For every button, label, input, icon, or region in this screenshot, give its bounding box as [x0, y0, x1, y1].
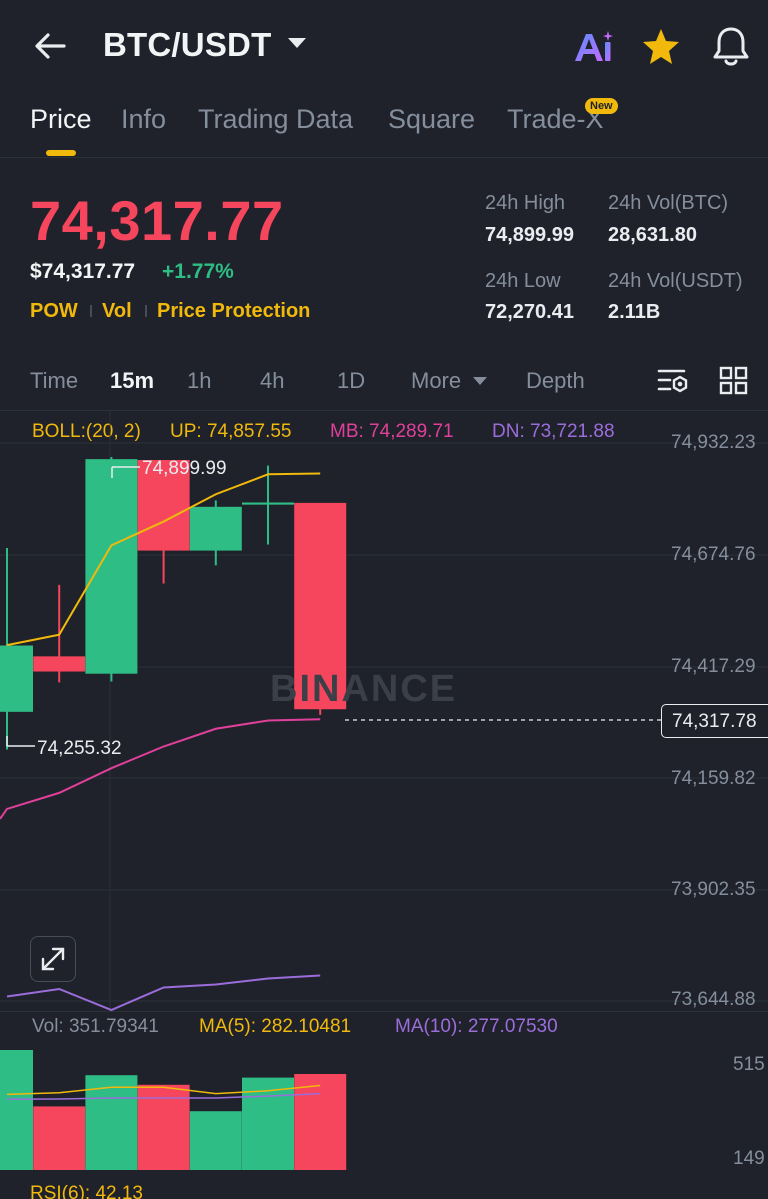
stat-high-value: 74,899.99: [485, 224, 574, 246]
tag-pow[interactable]: POW: [30, 300, 78, 322]
volume-bar: [294, 1074, 347, 1170]
pair-title[interactable]: BTC/USDT: [103, 26, 272, 63]
volume-bar: [137, 1084, 190, 1170]
low-annotation: 74,255.32: [37, 738, 122, 759]
tag-price-protection[interactable]: Price Protection: [157, 300, 311, 322]
candle-body: [85, 459, 138, 674]
volume-bar: [242, 1077, 294, 1170]
bell-icon[interactable]: [710, 24, 752, 68]
divider: [0, 410, 768, 411]
watermark: BINANCE: [270, 668, 458, 710]
vol-ma5: MA(5): 282.10481: [199, 1016, 352, 1037]
boll-params: BOLL:(20, 2): [32, 421, 141, 442]
tag-vol[interactable]: Vol: [102, 300, 132, 322]
candlestick-chart[interactable]: [0, 411, 768, 1199]
candle-body: [0, 645, 33, 712]
interval-1d[interactable]: 1D: [337, 368, 366, 393]
interval-depth[interactable]: Depth: [526, 368, 585, 393]
expand-icon[interactable]: [30, 936, 76, 982]
divider: [0, 1011, 768, 1012]
boll-up: UP: 74,857.55: [170, 421, 292, 442]
interval-1h[interactable]: 1h: [187, 368, 212, 393]
change-percent: +1.77%: [162, 260, 234, 283]
last-price: 74,317.77: [30, 189, 284, 252]
tab-info[interactable]: Info: [121, 104, 167, 134]
candle-body: [33, 656, 86, 672]
vol-ma5-line: [6, 1084, 321, 1096]
vol-tick-label: 149: [733, 1148, 765, 1169]
boll-dn: DN: 73,721.88: [492, 421, 615, 442]
indicator-line: [6, 974, 321, 1012]
boll-mb: MB: 74,289.71: [330, 421, 454, 442]
tab-indicator: [46, 150, 76, 156]
y-tick-label: 73,902.35: [671, 879, 756, 900]
rsi-value: RSI(6): 42.13: [30, 1183, 143, 1199]
vol-value: Vol: 351.79341: [32, 1016, 159, 1037]
volume-bar: [0, 1050, 33, 1170]
interval-time[interactable]: Time: [30, 368, 79, 393]
interval-more[interactable]: More: [411, 368, 462, 393]
grid-layout-icon[interactable]: [718, 366, 750, 396]
y-tick-label: 74,932.23: [671, 432, 756, 453]
candle-body: [294, 502, 347, 710]
y-tick-label: 74,417.29: [671, 656, 756, 677]
vol-ma10: MA(10): 277.07530: [395, 1016, 558, 1037]
divider: [0, 157, 768, 158]
y-tick-label: 74,674.76: [671, 544, 756, 565]
chart-settings-icon[interactable]: [656, 366, 690, 396]
stat-vol-btc-value: 28,631.80: [608, 224, 697, 246]
tab-square[interactable]: Square: [388, 104, 476, 134]
chevron-down-icon[interactable]: [473, 377, 487, 385]
stat-high-label: 24h High: [485, 192, 566, 214]
volume-bar: [33, 1106, 86, 1170]
header: BTC/USDT: [0, 0, 768, 95]
y-tick-label: 73,644.88: [671, 989, 756, 1010]
star-icon[interactable]: [640, 26, 682, 66]
tab-trading-data[interactable]: Trading Data: [198, 104, 354, 134]
high-annotation: 74,899.99: [142, 458, 227, 479]
stat-vol-usdt-value: 2.11B: [608, 301, 661, 323]
boll-up-line: [6, 472, 321, 647]
stat-vol-usdt-label: 24h Vol(USDT): [608, 270, 743, 292]
stat-low-value: 72,270.41: [485, 301, 574, 323]
new-badge: New: [585, 98, 618, 114]
volume-bar: [85, 1075, 138, 1170]
tag-separator: [145, 305, 147, 317]
interval-15m[interactable]: 15m: [110, 368, 155, 393]
candle-body: [189, 506, 242, 551]
stat-vol-btc-label: 24h Vol(BTC): [608, 192, 729, 214]
vol-tick-label: 515: [733, 1054, 765, 1075]
ai-icon[interactable]: [572, 28, 616, 66]
usd-price: $74,317.77: [30, 260, 136, 283]
y-tick-label: 74,159.82: [671, 768, 756, 789]
boll-mb-line: [0, 718, 321, 820]
volume-bar: [189, 1111, 242, 1170]
vol-ma10-line: [6, 1092, 321, 1100]
tab-price[interactable]: Price: [30, 104, 92, 134]
tag-separator: [90, 305, 92, 317]
chevron-down-icon[interactable]: [288, 38, 306, 48]
candle-body: [242, 502, 294, 505]
stat-low-label: 24h Low: [485, 270, 561, 292]
current-price-marker: 74,317.78: [661, 704, 768, 738]
interval-4h[interactable]: 4h: [260, 368, 285, 393]
candle-body: [137, 460, 190, 551]
back-arrow-icon[interactable]: [30, 28, 70, 64]
